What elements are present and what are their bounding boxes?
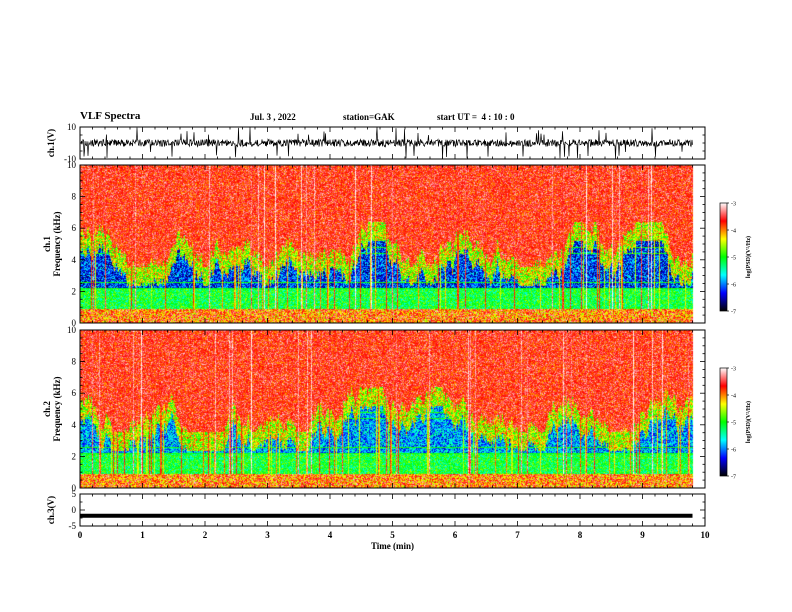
x-tick-label: 6 xyxy=(453,530,458,540)
panel-frame-3 xyxy=(79,329,706,489)
y-tick-label: 10 xyxy=(67,122,77,132)
colorbar-tick-label: -3 xyxy=(731,202,736,208)
x-tick-label: 5 xyxy=(390,530,395,540)
y-tick-label: 2 xyxy=(72,451,77,461)
y-tick-label: -5 xyxy=(69,521,77,531)
x-tick-label: 0 xyxy=(78,530,83,540)
x-tick-label: 9 xyxy=(640,530,645,540)
y-tick-label: 5 xyxy=(72,489,77,499)
panel-frame-2 xyxy=(79,164,706,324)
ch2-spectrogram-image xyxy=(80,330,705,488)
y-tick-label: 0 xyxy=(72,483,77,493)
colorbar-tick-label: -4 xyxy=(731,394,736,400)
y-tick-label: -10 xyxy=(64,154,76,164)
y-axis-label: ch.2 xyxy=(42,401,52,417)
colorbar-label: log(PSD)(V²/Hz) xyxy=(745,236,752,278)
y-axis-label: ch.3(V) xyxy=(46,496,56,524)
y-tick-label: 8 xyxy=(72,357,77,367)
y-axis-label: Frequency (kHz) xyxy=(52,211,62,276)
y-tick-label: 2 xyxy=(72,286,77,296)
ch1-waveform xyxy=(80,127,693,159)
y-tick-label: 0 xyxy=(72,505,77,515)
colorbar-tick-label: -7 xyxy=(731,475,736,481)
y-axis-label: ch.1(V) xyxy=(46,129,56,157)
colorbar-tick-label: -7 xyxy=(731,310,736,316)
y-tick-label: 10 xyxy=(67,325,77,335)
y-tick-label: 10 xyxy=(67,160,77,170)
x-tick-label: 2 xyxy=(203,530,208,540)
x-tick-label: 10 xyxy=(701,530,711,540)
colorbar-tick-label: -3 xyxy=(731,367,736,373)
colorbar-label: log(PSD)(V²/Hz) xyxy=(745,401,752,443)
y-axis-label: ch.1 xyxy=(42,236,52,252)
chart-title: VLF Spectra xyxy=(80,110,141,122)
y-tick-label: 4 xyxy=(72,420,77,430)
x-tick-label: 7 xyxy=(515,530,520,540)
station-label: station=GAK xyxy=(343,112,395,122)
colorbar-1 xyxy=(719,202,728,312)
colorbar-tick-label: -6 xyxy=(731,448,736,454)
y-tick-label: 4 xyxy=(72,255,77,265)
y-tick-label: 6 xyxy=(72,388,77,398)
ch1-spectrogram-image xyxy=(80,165,705,323)
y-tick-label: 0 xyxy=(72,318,77,328)
date-label: Jul. 3 , 2022 xyxy=(250,112,296,122)
colorbar-tick-label: -6 xyxy=(731,283,736,289)
start-time-label: start UT = 4 : 10 : 0 xyxy=(437,112,515,122)
colorbar-tick-label: -4 xyxy=(731,229,736,235)
colorbar-tick-label: -5 xyxy=(731,421,736,427)
x-tick-label: 4 xyxy=(328,530,333,540)
y-tick-label: 6 xyxy=(72,223,77,233)
y-axis-label: Frequency (kHz) xyxy=(52,376,62,441)
x-tick-label: 8 xyxy=(578,530,583,540)
y-tick-label: 8 xyxy=(72,192,77,202)
x-tick-label: 3 xyxy=(265,530,270,540)
x-tick-label: 1 xyxy=(140,530,145,540)
colorbar-2 xyxy=(719,367,728,477)
x-axis-label: Time (min) xyxy=(371,541,414,551)
colorbar-tick-label: -5 xyxy=(731,256,736,262)
